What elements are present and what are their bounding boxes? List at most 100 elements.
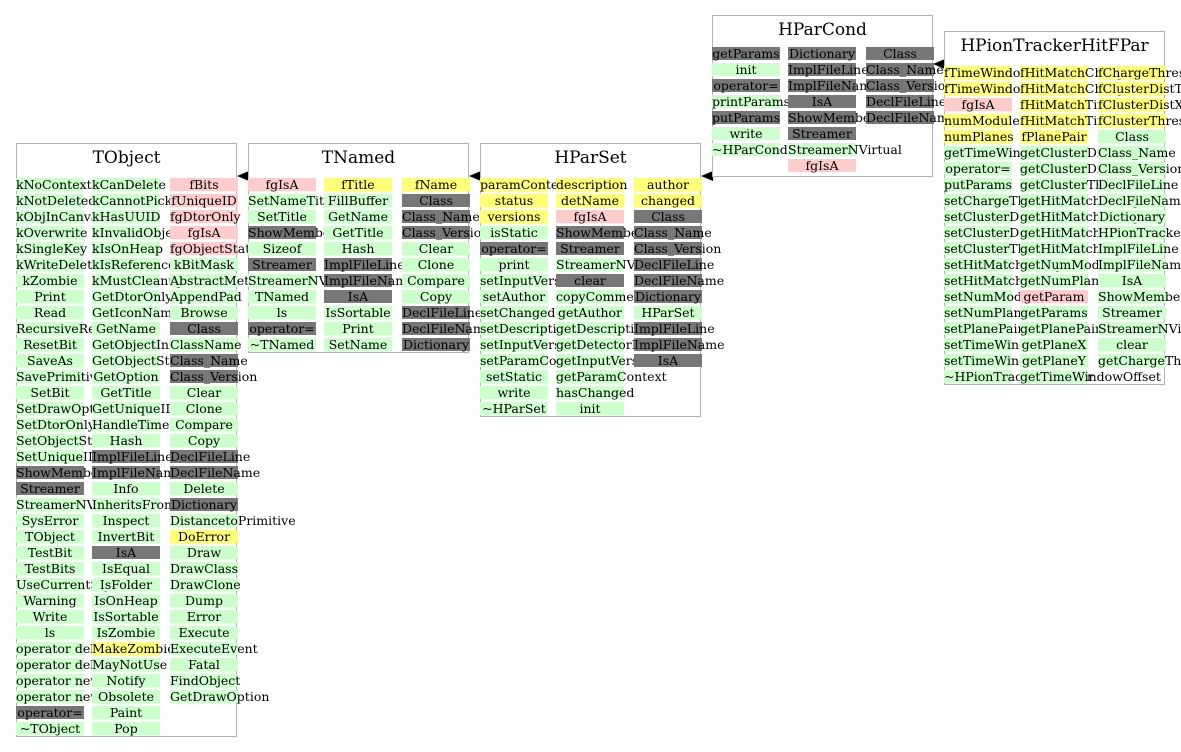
- member-tobject-warning: Warning: [16, 594, 84, 607]
- member-tobject-drawclass: DrawClass: [170, 561, 238, 576]
- member-tobject-usecurrentstyle: UseCurrentStyle: [16, 577, 123, 592]
- member-tnamed-operator: operator=: [248, 321, 316, 336]
- member-hpiontrackerhitfpar-streamer: Streamer: [1098, 306, 1166, 319]
- member-tobject-ls: ls: [16, 626, 84, 639]
- member-hpiontrackerhitfpar-sethitmatchtime: setHitMatchTime: [944, 273, 1055, 288]
- member-hparcond-getparams: getParams: [712, 46, 780, 61]
- member-tobject-knotdeleted: kNotDeleted: [16, 193, 97, 208]
- member-tobject-drawclone: DrawClone: [170, 577, 241, 592]
- member-hparset-declfilename: DeclFileName: [634, 273, 725, 288]
- member-tobject-operator: operator=: [16, 705, 84, 720]
- member-hpiontrackerhitfpar-streamernvirtual: StreamerNVirtual: [1098, 321, 1181, 336]
- member-tobject-kisreferenced: kIsReferenced: [92, 257, 184, 272]
- member-hpiontrackerhitfpar-fgisa: fgIsA: [944, 98, 1012, 111]
- member-tobject-setdrawoption: SetDrawOption: [16, 401, 114, 416]
- member-tobject-clone: Clone: [170, 402, 238, 415]
- member-hparset-isa: IsA: [634, 354, 702, 367]
- member-tobject-setuniqueid: SetUniqueID: [16, 449, 98, 464]
- member-hparset-dictionary: Dictionary: [634, 289, 702, 304]
- member-hpiontrackerhitfpar-showmembers: ShowMembers: [1098, 289, 1181, 304]
- member-tobject-isa: IsA: [92, 546, 160, 559]
- member-tobject-testbit: TestBit: [16, 546, 84, 559]
- member-tobject-gettitle: GetTitle: [92, 386, 160, 399]
- member-hpiontrackerhitfpar-hpiontrackerhitfpar: HPionTrackerHitFPar: [1098, 225, 1181, 240]
- member-tobject-class-version: Class_Version: [170, 369, 258, 384]
- member-hparset-description: description: [556, 177, 628, 192]
- member-hpiontrackerhitfpar-dictionary: Dictionary: [1098, 209, 1166, 224]
- member-tnamed-clear: Clear: [402, 242, 470, 255]
- member-tobject-khasuuid: kHasUUID: [92, 209, 161, 224]
- member-tnamed-streamernvirtual: StreamerNVirtual: [248, 273, 362, 288]
- member-tobject-geticonname: GetIconName: [92, 305, 180, 320]
- member-tobject-invertbit: InvertBit: [92, 530, 160, 543]
- member-hparset-setinputversion: setInputVersion: [480, 337, 581, 352]
- arrow-hpiontrackerhitfpar-to-hparcond: [933, 59, 945, 69]
- member-hpiontrackerhitfpar-getparams: getParams: [1020, 305, 1088, 320]
- member-tobject-error: Error: [170, 610, 238, 623]
- member-tnamed-declfileline: DeclFileLine: [402, 305, 483, 320]
- member-tobject-notify: Notify: [92, 674, 160, 687]
- member-hpiontrackerhitfpar-class-name: Class_Name: [1098, 145, 1176, 160]
- member-hparset-setauthor: setAuthor: [480, 290, 548, 303]
- member-tobject-syserror: SysError: [16, 514, 84, 527]
- member-tobject-isonheap: IsOnHeap: [92, 594, 160, 607]
- member-hpiontrackerhitfpar-class: Class: [1098, 130, 1166, 143]
- member-hparcond-operator: operator=: [712, 78, 780, 93]
- member-hparcond-implfileline: ImplFileLine: [788, 62, 869, 77]
- member-tobject-browse: Browse: [170, 306, 238, 319]
- member-hparset-setinputversions: setInputVersions: [480, 273, 587, 288]
- member-tobject-inspect: Inspect: [92, 514, 160, 527]
- member-hparset-setchanged: setChanged: [480, 305, 556, 320]
- member-tobject-fgobjectstat: fgObjectStat: [170, 241, 251, 256]
- member-hpiontrackerhitfpar-gethitmatchtime: getHitMatchTime: [1020, 225, 1133, 240]
- member-hpiontrackerhitfpar-clear: clear: [1098, 338, 1166, 351]
- member-tobject-isequal: IsEqual: [92, 562, 160, 575]
- member-hpiontrackerhitfpar-getnumplanes: getNumPlanes: [1020, 273, 1113, 288]
- member-tnamed-class-version: Class_Version: [402, 225, 490, 240]
- member-tnamed-ls: ls: [248, 306, 316, 319]
- member-tnamed-issortable: IsSortable: [324, 305, 392, 320]
- member-hparset-setdescription: setDescription: [480, 321, 573, 336]
- member-hparcond-class-name: Class_Name: [866, 62, 944, 77]
- member-hpiontrackerhitfpar-setplanepair: setPlanePair: [944, 321, 1024, 336]
- member-hparcond-declfilename: DeclFileName: [866, 110, 957, 125]
- member-tnamed-gettitle: GetTitle: [324, 226, 392, 239]
- member-tobject-hash: Hash: [92, 434, 160, 447]
- member-tnamed-clone: Clone: [402, 258, 470, 271]
- member-tobject-paint: Paint: [92, 706, 160, 719]
- member-tobject-draw: Draw: [170, 546, 238, 559]
- member-tobject-info: Info: [92, 482, 160, 495]
- member-hparset-getauthor: getAuthor: [556, 305, 624, 320]
- member-hpiontrackerhitfpar-class-version: Class_Version: [1098, 161, 1181, 176]
- member-hpiontrackerhitfpar-fhitmatchtime: fHitMatchTime: [1020, 113, 1117, 128]
- member-tobject-kbitmask: kBitMask: [170, 258, 238, 271]
- member-hpiontrackerhitfpar-gethitmatchtime: getHitMatchTime: [1020, 241, 1133, 256]
- member-hparcond-isa: IsA: [788, 95, 856, 108]
- member-tobject-recursiveremove: RecursiveRemove: [16, 321, 130, 336]
- member-tobject-getuniqueid: GetUniqueID: [92, 401, 176, 416]
- member-hparset-streamer: Streamer: [556, 242, 624, 255]
- member-tobject-setdtoronly: SetDtorOnly: [16, 417, 95, 432]
- member-hpiontrackerhitfpar-declfilename: DeclFileName: [1098, 193, 1181, 208]
- member-tobject-obsolete: Obsolete: [92, 690, 160, 703]
- member-hpiontrackerhitfpar-getclusterthresh: getClusterThresh: [1020, 177, 1132, 192]
- member-tobject-saveas: SaveAs: [16, 354, 84, 367]
- member-hpiontrackerhitfpar-fclusterdistx: fClusterDistX: [1098, 97, 1181, 112]
- member-hparset-getdetectorname: getDetectorName: [556, 337, 670, 352]
- member-hpiontrackerhitfpar-setclusterthresh: setClusterThresh: [944, 241, 1054, 256]
- member-hparset-hparset: HParSet: [634, 306, 702, 319]
- member-tobject-distancetoprimitive: DistancetoPrimitive: [170, 513, 296, 528]
- member-tnamed-settitle: SetTitle: [248, 210, 316, 223]
- member-tnamed-dictionary: Dictionary: [402, 337, 470, 352]
- member-hpiontrackerhitfpar-gethitmatchcharge: getHitMatchCharge: [1020, 209, 1148, 224]
- member-tobject-doerror: DoError: [170, 530, 238, 543]
- member-tobject-kisonheap: kIsOnHeap: [92, 241, 163, 256]
- member-tnamed-fillbuffer: FillBuffer: [324, 194, 392, 207]
- member-hpiontrackerhitfpar-implfileline: ImplFileLine: [1098, 241, 1179, 256]
- member-tobject-classname: ClassName: [170, 337, 242, 352]
- member-tobject-dump: Dump: [170, 594, 238, 607]
- member-tnamed-compare: Compare: [402, 274, 470, 287]
- member-tnamed-fgisa: fgIsA: [248, 178, 316, 191]
- member-tobject-compare: Compare: [170, 418, 238, 431]
- member-tobject-fatal: Fatal: [170, 658, 238, 671]
